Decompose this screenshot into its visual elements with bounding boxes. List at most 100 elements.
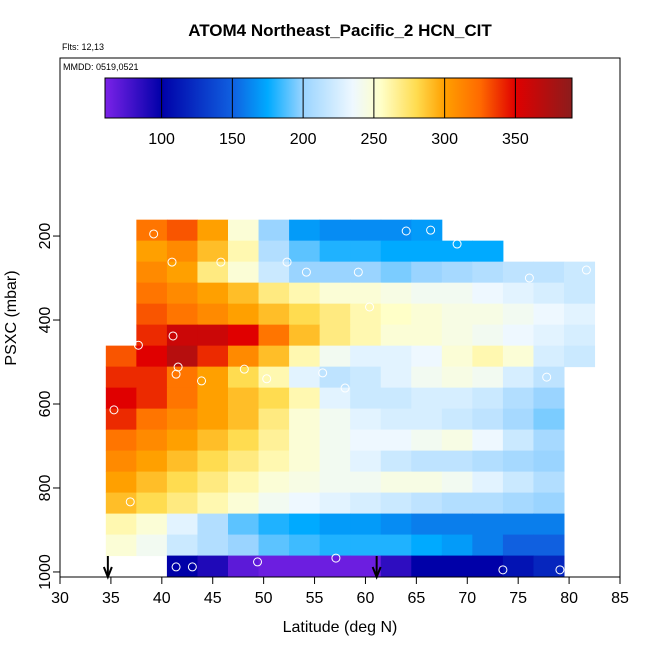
- cell: [166, 450, 198, 473]
- cell: [258, 282, 290, 305]
- cell: [258, 513, 290, 536]
- cell: [228, 513, 260, 536]
- cell: [289, 429, 321, 452]
- cell: [319, 513, 351, 536]
- x-tick-label: 40: [153, 590, 171, 607]
- cell: [197, 387, 229, 410]
- colorbar-tick-label: 100: [148, 131, 175, 148]
- cell: [197, 219, 229, 242]
- cell: [533, 387, 565, 410]
- cell: [380, 429, 412, 452]
- y-tick-label: 1000: [37, 554, 54, 590]
- cell: [411, 408, 443, 431]
- observation-point: [216, 257, 226, 267]
- observation-point: [171, 562, 181, 572]
- observation-point: [187, 562, 197, 572]
- observation-point: [581, 265, 591, 275]
- observation-point: [167, 257, 177, 267]
- cell: [289, 492, 321, 515]
- cell: [136, 324, 168, 347]
- cell: [136, 303, 168, 326]
- cell: [441, 408, 473, 431]
- y-axis-label: PSXC (mbar): [3, 270, 20, 365]
- x-tick-label: 75: [509, 590, 527, 607]
- cell: [441, 303, 473, 326]
- cell: [197, 408, 229, 431]
- cell: [289, 303, 321, 326]
- cell: [166, 219, 198, 242]
- cell: [380, 219, 412, 242]
- cell: [258, 534, 290, 557]
- cell: [502, 387, 534, 410]
- cell: [411, 261, 443, 284]
- cell: [380, 555, 412, 577]
- cell: [136, 450, 168, 473]
- cell: [472, 261, 504, 284]
- cell: [502, 429, 534, 452]
- cell: [166, 429, 198, 452]
- observation-point: [171, 369, 181, 379]
- cell: [258, 408, 290, 431]
- cell: [441, 261, 473, 284]
- cell: [289, 534, 321, 557]
- cell: [258, 492, 290, 515]
- cell: [472, 345, 504, 368]
- cell: [564, 303, 596, 326]
- cell: [228, 282, 260, 305]
- cell: [380, 366, 412, 389]
- cell: [166, 366, 198, 389]
- cell: [380, 492, 412, 515]
- cell: [533, 261, 565, 284]
- cell: [166, 261, 198, 284]
- cell: [258, 471, 290, 494]
- observation-point: [133, 340, 143, 350]
- cell: [166, 303, 198, 326]
- cell: [258, 429, 290, 452]
- cell: [441, 492, 473, 515]
- cell: [289, 219, 321, 242]
- cell: [166, 387, 198, 410]
- cell: [533, 513, 565, 536]
- cell: [105, 513, 137, 536]
- cell: [289, 366, 321, 389]
- cell: [228, 219, 260, 242]
- cell: [197, 282, 229, 305]
- cell: [350, 408, 382, 431]
- colorbar-tick-label: 350: [502, 131, 529, 148]
- cell: [533, 471, 565, 494]
- cell: [319, 219, 351, 242]
- cell: [411, 471, 443, 494]
- cell: [197, 471, 229, 494]
- cell: [228, 261, 260, 284]
- cell: [228, 345, 260, 368]
- cell: [166, 345, 198, 368]
- cell: [289, 324, 321, 347]
- cell: [472, 429, 504, 452]
- cell: [136, 471, 168, 494]
- cell: [502, 324, 534, 347]
- observation-point: [149, 229, 159, 239]
- x-tick-label: 80: [560, 590, 578, 607]
- observation-point: [401, 226, 411, 236]
- cell: [411, 366, 443, 389]
- cell: [502, 450, 534, 473]
- y-tick-label: 400: [37, 307, 54, 334]
- cell: [166, 471, 198, 494]
- observation-point: [262, 374, 272, 384]
- cell: [380, 282, 412, 305]
- cell: [289, 513, 321, 536]
- cell: [319, 387, 351, 410]
- cell: [350, 450, 382, 473]
- cell: [136, 513, 168, 536]
- cell: [289, 471, 321, 494]
- cell: [411, 240, 443, 263]
- x-tick-label: 65: [407, 590, 425, 607]
- cell: [166, 240, 198, 263]
- cell: [228, 429, 260, 452]
- cell: [472, 282, 504, 305]
- cell: [380, 261, 412, 284]
- cell: [319, 534, 351, 557]
- cell: [105, 387, 137, 410]
- cell: [136, 261, 168, 284]
- cell: [136, 408, 168, 431]
